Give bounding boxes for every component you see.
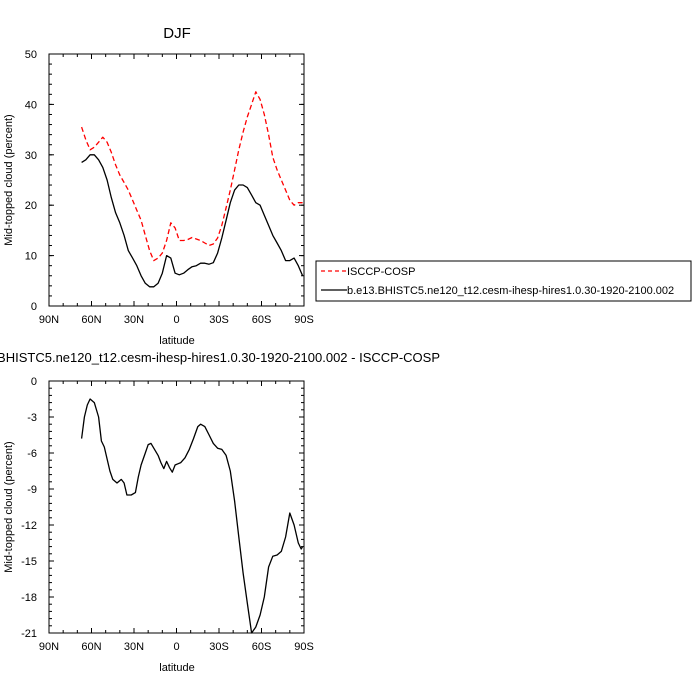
top-plot-frame — [48, 53, 305, 307]
x-tick-label: 60S — [252, 314, 272, 326]
top-x-axis: 90N 60N 30N 0 30S 60S 90S — [39, 54, 314, 326]
bottom-y-axis: 0 -3 -6 -9 -12 -15 -18 -21 — [21, 376, 304, 640]
x-tick-label: 30S — [209, 641, 229, 653]
legend-box — [315, 260, 692, 302]
y-tick-label: 0 — [31, 376, 37, 388]
y-tick-label: -12 — [21, 520, 37, 532]
x-tick-label: 30N — [124, 314, 144, 326]
series-line-model — [80, 398, 304, 634]
x-tick-label: 0 — [173, 314, 179, 326]
legend-label-model: b.e13.BHISTC5.ne120_t12.cesm-ihesp-hires… — [347, 285, 674, 297]
x-tick-label: 90N — [39, 641, 59, 653]
top-series-group — [80, 91, 304, 288]
bottom-y-axis-label: Mid-topped cloud (percent) — [3, 441, 15, 572]
x-tick-label: 60N — [81, 314, 101, 326]
x-tick-label: 60S — [252, 641, 272, 653]
legend: ISCCP-COSP b.e13.BHISTC5.ne120_t12.cesm-… — [315, 260, 692, 302]
bottom-x-axis: 90N 60N 30N 0 30S 60S 90S — [39, 381, 314, 653]
x-tick-label: 90S — [294, 641, 314, 653]
x-tick-label: 90N — [39, 314, 59, 326]
x-tick-label: 90S — [294, 314, 314, 326]
y-tick-label: -3 — [27, 412, 37, 424]
bottom-x-axis-label: latitude — [159, 662, 194, 674]
y-tick-label: 30 — [25, 150, 37, 162]
legend-label-isccp: ISCCP-COSP — [347, 266, 415, 278]
top-y-axis: 0 10 20 30 40 50 — [25, 49, 304, 313]
bottom-chart-title: b.e13.BHISTC5.ne120_t12.cesm-ihesp-hires… — [0, 350, 440, 365]
y-tick-label: 50 — [25, 49, 37, 61]
top-y-axis-label: Mid-topped cloud (percent) — [3, 114, 15, 245]
top-x-axis-label: latitude — [159, 335, 194, 347]
y-tick-label: 40 — [25, 99, 37, 111]
x-tick-label: 30N — [124, 641, 144, 653]
bottom-series-group — [80, 398, 304, 634]
top-chart-title: DJF — [163, 25, 191, 42]
bottom-plot-frame — [48, 380, 305, 634]
y-tick-label: -15 — [21, 556, 37, 568]
series-line-isccp — [80, 91, 303, 262]
y-tick-label: -6 — [27, 448, 37, 460]
x-tick-label: 60N — [81, 641, 101, 653]
y-tick-label: 10 — [25, 251, 37, 263]
x-tick-label: 0 — [173, 641, 179, 653]
y-tick-label: -9 — [27, 484, 37, 496]
bottom-panel: b.e13.BHISTC5.ne120_t12.cesm-ihesp-hires… — [0, 350, 440, 674]
top-panel: DJF 90N 60N 30N 0 30S 60S 90S 0 10 20 30 40 50 lati… — [3, 25, 314, 347]
series-line-model — [81, 154, 304, 288]
y-tick-label: -21 — [21, 628, 37, 640]
y-tick-label: 20 — [25, 200, 37, 212]
y-tick-label: 0 — [31, 301, 37, 313]
x-tick-label: 30S — [209, 314, 229, 326]
y-tick-label: -18 — [21, 592, 37, 604]
